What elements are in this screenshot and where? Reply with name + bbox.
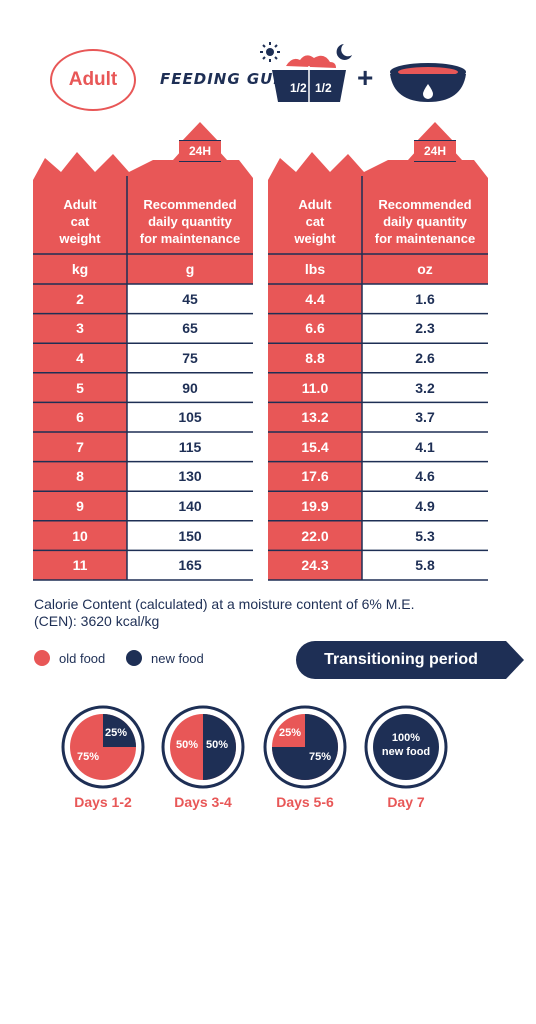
table-cell-quantity: 3.7 (415, 409, 435, 426)
calorie-content: Calorie Content (calculated) at a moistu… (34, 596, 415, 629)
header-quantity: Recommended daily quantity for maintenan… (374, 196, 476, 246)
pie-new-food-slice (103, 714, 136, 747)
legend-new-label: new food (151, 650, 204, 666)
table-cell-weight: 3 (76, 320, 84, 337)
header-quantity: Recommended daily quantity for maintenan… (139, 196, 241, 246)
day-label: Days 5-6 (276, 794, 334, 810)
table-cell-quantity: 2.6 (415, 349, 435, 366)
transition-pie: 100% new food (364, 705, 448, 789)
table-cell-weight: 10 (72, 527, 88, 544)
table-cell-quantity: 115 (178, 438, 202, 455)
table-cell-quantity: 150 (178, 527, 202, 544)
adult-badge: Adult (50, 49, 136, 111)
tag-24h: 24H (414, 140, 456, 162)
table-cell-quantity: 3.2 (415, 379, 435, 396)
water-bowl-icon (390, 63, 466, 102)
transition-pie: 50% 50% (161, 705, 245, 789)
unit-weight: kg (71, 261, 89, 277)
table-cell-quantity: 5.3 (415, 527, 435, 544)
table-cell-quantity: 45 (182, 290, 198, 307)
table-cell-quantity: 5.8 (415, 557, 435, 574)
half-left-label: 1/2 (290, 81, 307, 95)
day-label: Days 3-4 (174, 794, 232, 810)
food-bowl-icon: 1/2 1/2 (260, 42, 352, 104)
table-cell-quantity: 4.9 (415, 497, 435, 514)
pie-label-new: 25% (105, 727, 128, 739)
plus-sign: + (357, 62, 374, 93)
legend-old-label: old food (59, 650, 106, 666)
pie-old-food-slice (373, 714, 439, 780)
pie-ring (364, 705, 448, 789)
moon-icon (336, 44, 352, 60)
table-cell-weight: 22.0 (301, 527, 329, 544)
transition-pie: 25% 75% (61, 705, 145, 789)
half-right-label: 1/2 (315, 81, 332, 95)
feeding-guide-title: FEEDING GUIDE (160, 70, 305, 88)
table-cell-weight: 8.8 (305, 349, 325, 366)
pie-ring (61, 705, 145, 789)
transition-banner: Transitioning period (296, 641, 524, 679)
header-weight: Adult cat weight (294, 196, 336, 246)
tag-24h: 24H (179, 140, 221, 162)
sun-icon (260, 42, 280, 62)
table-cell-weight: 5 (76, 379, 84, 396)
unit-quantity: g (185, 261, 195, 277)
day-label: Days 1-2 (74, 794, 132, 810)
table-cell-quantity: 4.1 (415, 438, 435, 455)
table-cell-quantity: 2.3 (415, 320, 435, 337)
table-cell-weight: 11 (72, 557, 88, 574)
table-cell-quantity: 165 (178, 557, 202, 574)
badge-label: Adult (68, 69, 118, 90)
legend-new: new food (126, 650, 204, 666)
table-cell-quantity: 4.6 (415, 468, 435, 485)
unit-weight: lbs (304, 261, 326, 277)
table-cell-quantity: 90 (182, 379, 198, 396)
table-cell-quantity: 140 (178, 497, 202, 514)
header-weight: Adult cat weight (59, 196, 101, 246)
old-food-dot (34, 650, 50, 666)
table-cell-quantity: 65 (182, 320, 198, 337)
table-cell-weight: 13.2 (301, 409, 329, 426)
table-cell-weight: 4 (76, 349, 84, 366)
table-cell-weight: 8 (76, 468, 84, 485)
pie-label-old: 50% (176, 739, 199, 751)
table-cell-weight: 19.9 (301, 497, 329, 514)
pie-label-new: 75% (309, 751, 332, 763)
table-cell-quantity: 130 (178, 468, 202, 485)
pie-new-food-slice (203, 714, 236, 780)
table-cell-weight: 11.0 (301, 379, 329, 396)
table-cell-quantity: 105 (178, 409, 202, 426)
pie-ring (263, 705, 347, 789)
table-cell-weight: 9 (76, 497, 84, 514)
table-cell-weight: 24.3 (301, 557, 329, 574)
legend-old: old food (34, 650, 105, 666)
unit-quantity: oz (417, 261, 433, 277)
pie-label-old: 75% (77, 751, 100, 763)
table-header-background (33, 132, 253, 284)
table-cell-quantity: 1.6 (415, 290, 435, 307)
pie-label-new: 50% (206, 739, 229, 751)
table-cell-weight: 6 (76, 409, 84, 426)
pie-new-food-slice (272, 714, 338, 780)
table-cell-weight: 4.4 (305, 290, 325, 307)
table-cell-weight: 15.4 (301, 438, 329, 455)
table-cell-weight: 7 (76, 438, 84, 455)
day-label: Day 7 (387, 794, 425, 810)
table-cell-weight: 6.6 (305, 320, 325, 337)
transition-pie: 25% 75% (263, 705, 347, 789)
new-food-dot (126, 650, 142, 666)
pie-label-new: 100% new food (381, 732, 431, 758)
table-cell-quantity: 75 (182, 349, 198, 366)
pie-ring (161, 705, 245, 789)
transition-label: Transitioning period (324, 651, 478, 668)
pie-label-old: 25% (279, 727, 302, 739)
table-cell-weight: 17.6 (301, 468, 329, 485)
table-cell-weight: 2 (76, 290, 84, 307)
table-header-background (268, 132, 488, 284)
